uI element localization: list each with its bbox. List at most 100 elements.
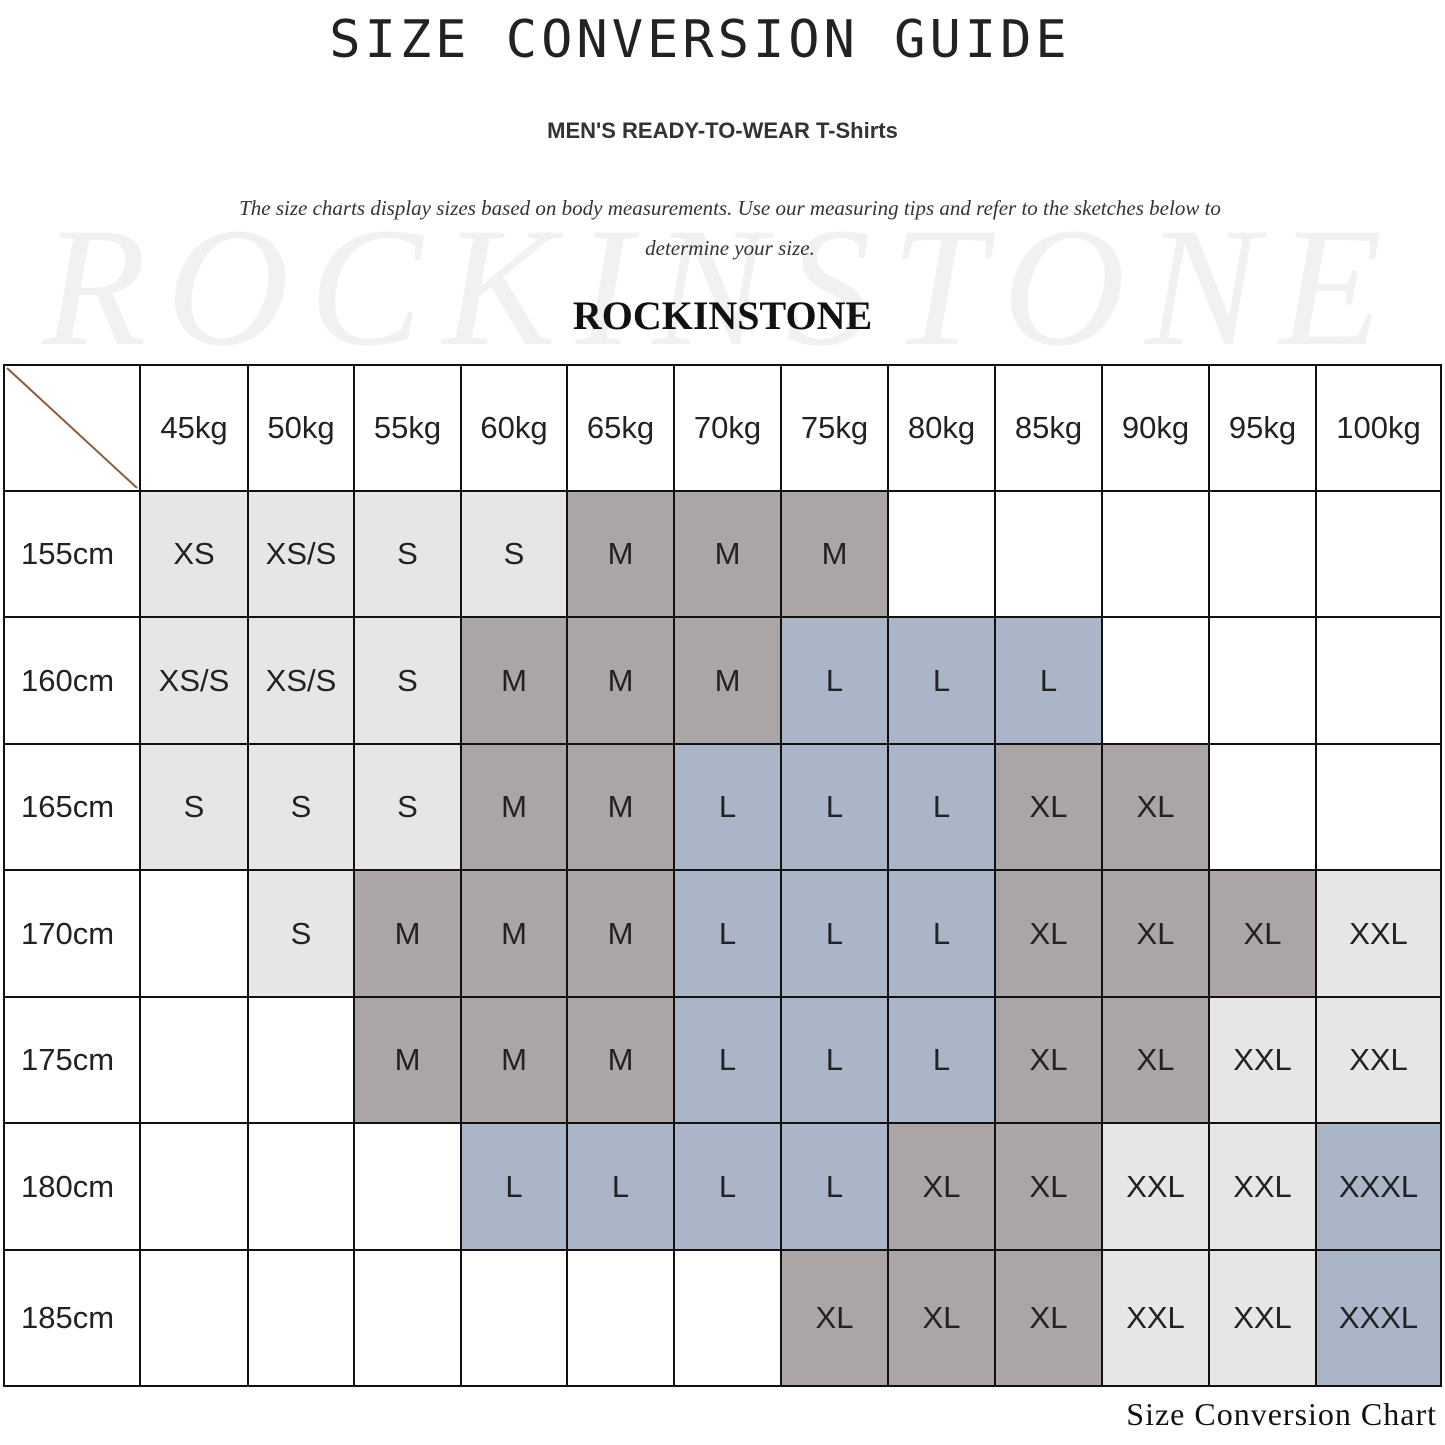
size-cell	[460, 1249, 568, 1387]
weight-header: 85kg	[994, 364, 1103, 492]
table-row: 175cm M M M L L L XL XL XXL XXL	[3, 996, 1442, 1124]
size-cell: M	[566, 869, 675, 998]
size-cell	[1208, 743, 1317, 871]
size-cell	[247, 1122, 355, 1251]
size-cell: L	[780, 743, 889, 871]
size-cell	[247, 996, 355, 1124]
size-cell: XXL	[1208, 1122, 1317, 1251]
size-cell: S	[139, 743, 249, 871]
size-cell: S	[353, 743, 462, 871]
size-cell: XXL	[1208, 1249, 1317, 1387]
size-cell	[1315, 743, 1442, 871]
size-cell: M	[673, 490, 782, 618]
size-cell: S	[353, 490, 462, 618]
size-cell: XL	[994, 869, 1103, 998]
height-label: 175cm	[3, 996, 141, 1124]
size-cell: L	[780, 996, 889, 1124]
weight-header: 100kg	[1315, 364, 1442, 492]
size-cell: S	[353, 616, 462, 745]
size-cell: XL	[1101, 869, 1210, 998]
size-cell: M	[566, 490, 675, 618]
size-cell: L	[780, 869, 889, 998]
corner-cell	[3, 364, 141, 492]
table-row: 165cm S S S M M L L L XL XL	[3, 743, 1442, 871]
weight-header: 45kg	[139, 364, 249, 492]
size-cell	[1315, 616, 1442, 745]
size-cell: L	[887, 743, 996, 871]
weight-header: 60kg	[460, 364, 568, 492]
page-title: SIZE CONVERSION GUIDE	[329, 10, 1071, 70]
size-cell: XS/S	[247, 616, 355, 745]
size-cell: L	[460, 1122, 568, 1251]
weight-header: 70kg	[673, 364, 782, 492]
description: The size charts display sizes based on b…	[239, 196, 1221, 260]
size-cell: L	[887, 869, 996, 998]
size-cell: L	[887, 996, 996, 1124]
size-cell	[1101, 616, 1210, 745]
size-cell: M	[353, 996, 462, 1124]
size-cell: XXL	[1315, 869, 1442, 998]
size-cell: S	[247, 743, 355, 871]
size-cell: XL	[1208, 869, 1317, 998]
size-cell: M	[353, 869, 462, 998]
size-cell: XL	[994, 996, 1103, 1124]
weight-header: 95kg	[1208, 364, 1317, 492]
size-cell: XS/S	[247, 490, 355, 618]
size-cell: L	[673, 1122, 782, 1251]
table-row: 185cm XL XL XL XXL XXL XXXL	[3, 1249, 1442, 1387]
weight-header: 75kg	[780, 364, 889, 492]
footer-caption: Size Conversion Chart	[1126, 1396, 1437, 1432]
size-cell	[139, 996, 249, 1124]
size-cell: M	[460, 743, 568, 871]
size-cell: XL	[994, 1249, 1103, 1387]
size-cell	[139, 1122, 249, 1251]
table-row: 155cm XS XS/S S S M M M	[3, 490, 1442, 618]
size-cell: M	[566, 996, 675, 1124]
size-cell: XXL	[1208, 996, 1317, 1124]
height-label: 170cm	[3, 869, 141, 998]
weight-header: 50kg	[247, 364, 355, 492]
height-label: 160cm	[3, 616, 141, 745]
size-cell: XS/S	[139, 616, 249, 745]
size-cell: XL	[1101, 743, 1210, 871]
size-cell	[566, 1249, 675, 1387]
size-cell: L	[566, 1122, 675, 1251]
size-cell: L	[780, 1122, 889, 1251]
size-cell	[887, 490, 996, 618]
size-cell	[139, 1249, 249, 1387]
size-cell	[994, 490, 1103, 618]
size-cell: XL	[994, 1122, 1103, 1251]
size-cell: L	[887, 616, 996, 745]
weight-header: 55kg	[353, 364, 462, 492]
size-cell: XL	[1101, 996, 1210, 1124]
size-cell	[353, 1249, 462, 1387]
subtitle: MEN'S READY-TO-WEAR T-Shirts	[547, 118, 898, 143]
size-cell	[247, 1249, 355, 1387]
size-cell: L	[673, 869, 782, 998]
weight-header: 80kg	[887, 364, 996, 492]
size-cell	[1208, 490, 1317, 618]
size-cell: XXXL	[1315, 1122, 1442, 1251]
size-cell	[353, 1122, 462, 1251]
size-cell: XL	[887, 1249, 996, 1387]
size-cell: XS	[139, 490, 249, 618]
size-cell: L	[673, 743, 782, 871]
size-cell: XXL	[1101, 1249, 1210, 1387]
size-cell: S	[460, 490, 568, 618]
table-row: 180cm L L L L XL XL XXL XXL XXXL	[3, 1122, 1442, 1251]
size-cell: M	[566, 616, 675, 745]
size-cell: S	[247, 869, 355, 998]
size-cell: M	[673, 616, 782, 745]
brand-name: ROCKINSTONE	[572, 293, 873, 338]
table-row: 170cm S M M M L L L XL XL XL XXL	[3, 869, 1442, 998]
size-cell: M	[460, 616, 568, 745]
size-cell	[1208, 616, 1317, 745]
size-cell: XXL	[1101, 1122, 1210, 1251]
size-cell: L	[673, 996, 782, 1124]
height-label: 180cm	[3, 1122, 141, 1251]
size-cell	[673, 1249, 782, 1387]
size-cell: XXXL	[1315, 1249, 1442, 1387]
height-label: 185cm	[3, 1249, 141, 1387]
size-cell	[1315, 490, 1442, 618]
size-cell: M	[460, 869, 568, 998]
